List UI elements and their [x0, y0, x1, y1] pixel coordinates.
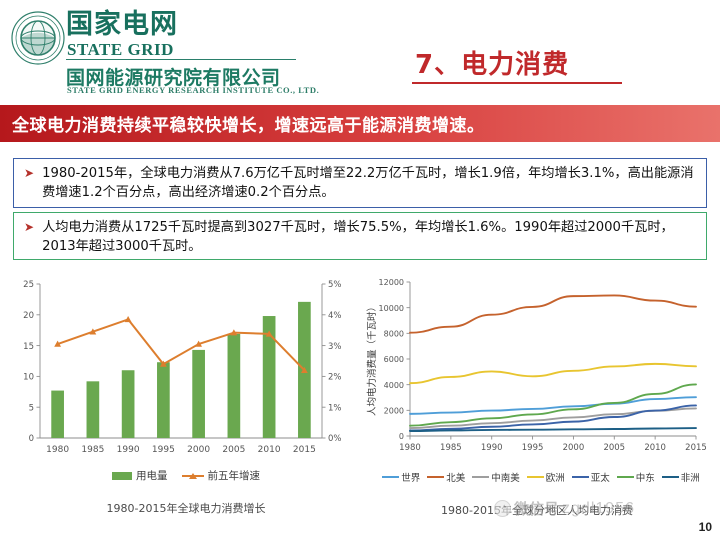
legend-label-consumption: 用电量 [136, 470, 168, 482]
slide-header: 国家电网 STATE GRID 国网能源研究院有限公司 STATE GRID E… [0, 0, 720, 100]
svg-text:1995: 1995 [522, 443, 544, 453]
svg-text:2005: 2005 [603, 443, 625, 453]
bullet-box-1: ➤ 1980-2015年，全球电力消费从7.6万亿千瓦时增至22.2万亿千瓦时，… [13, 158, 707, 208]
legend-label-3: 欧洲 [545, 473, 565, 484]
left-chart-caption: 1980-2015年全球电力消费增长 [106, 502, 266, 515]
legend-swatch-line-icon [661, 475, 679, 479]
bullet-text-1: 1980-2015年，全球电力消费从7.6万亿千瓦时增至22.2万亿千瓦时，增长… [42, 166, 694, 200]
right-chart-caption: 1980-2015年全球分地区人均电力消费 [441, 504, 633, 517]
brand-name-zh: 国家电网 [66, 9, 178, 40]
svg-text:0: 0 [399, 432, 404, 441]
legend-item-1: 北美 [427, 470, 465, 484]
svg-text:2010: 2010 [258, 445, 281, 455]
svg-text:15: 15 [23, 342, 34, 352]
chart-per-capita-electricity-by-region: 0 2000 4000 6000 8000 10000 12000 1980 1985 1990 1… [362, 272, 712, 534]
svg-text:1980: 1980 [399, 443, 421, 453]
svg-text:2%: 2% [328, 373, 342, 383]
svg-text:10: 10 [23, 373, 34, 383]
bullet-box-2: ➤ 人均电力消费从1725千瓦时提高到3027千瓦时，增长75.5%，年均增长1… [13, 212, 707, 260]
brand-name-en: STATE GRID [67, 40, 174, 59]
legend-label-1: 北美 [446, 473, 466, 484]
title-underline [412, 82, 622, 84]
svg-text:10000: 10000 [379, 304, 404, 313]
legend-swatch-line-icon [472, 475, 490, 479]
svg-text:4000: 4000 [384, 381, 404, 390]
svg-text:1995: 1995 [152, 445, 175, 455]
page-number: 10 [698, 520, 712, 534]
legend-item-growth: 前五年增速 [181, 468, 261, 483]
legend-swatch-bar-icon [112, 471, 132, 480]
legend-label-4: 亚太 [590, 473, 610, 484]
svg-text:20: 20 [23, 311, 34, 321]
svg-text:1985: 1985 [81, 445, 104, 455]
legend-swatch-line-icon [427, 475, 445, 479]
svg-text:1990: 1990 [117, 445, 140, 455]
left-chart-legend: 用电量 前五年增速 [12, 468, 360, 483]
legend-swatch-line-icon [571, 475, 589, 479]
svg-text:2010: 2010 [644, 443, 666, 453]
legend-label-5: 中东 [635, 473, 655, 484]
svg-text:1985: 1985 [440, 443, 462, 453]
headline-banner-text: 全球电力消费持续平稳较快增长，增速远高于能源消费增速。 [12, 116, 485, 136]
legend-item-4: 亚太 [571, 470, 610, 484]
svg-text:25: 25 [23, 280, 34, 290]
svg-text:1990: 1990 [481, 443, 503, 453]
state-grid-globe-logo [10, 10, 66, 66]
right-chart-plot: 0 2000 4000 6000 8000 10000 12000 1980 1985 1990 1… [366, 278, 707, 453]
svg-text:人均电力消费量（千瓦时）: 人均电力消费量（千瓦时） [366, 302, 378, 416]
legend-item-3: 欧洲 [526, 470, 565, 484]
legend-swatch-line-icon [616, 475, 634, 479]
svg-text:8000: 8000 [384, 330, 404, 339]
svg-text:2000: 2000 [563, 443, 585, 453]
right-chart-legend: 世界 北美 中南美 欧洲 亚太 中东 非洲 [370, 470, 712, 484]
legend-item-consumption: 用电量 [112, 468, 168, 483]
institute-name-zh: 国网能源研究院有限公司 [66, 67, 281, 89]
legend-label-6: 非洲 [680, 473, 700, 484]
legend-swatch-line-icon [526, 475, 544, 479]
svg-text:5: 5 [29, 403, 34, 413]
svg-text:1980: 1980 [46, 445, 69, 455]
svg-text:2015: 2015 [293, 445, 316, 455]
legend-swatch-line-icon [382, 475, 400, 479]
svg-text:3%: 3% [328, 342, 342, 352]
arrow-bullet-icon: ➤ [24, 220, 35, 234]
logo-divider [66, 59, 296, 60]
svg-text:2015: 2015 [685, 443, 707, 453]
arrow-bullet-icon: ➤ [24, 166, 35, 180]
svg-text:2000: 2000 [187, 445, 210, 455]
legend-label-growth: 前五年增速 [207, 470, 261, 482]
left-chart-plot: 0 5 10 15 20 25 0% 1% 2% 3% 4% 5% 1980 1985 1990 1995 20… [23, 280, 342, 455]
svg-text:5%: 5% [328, 280, 342, 290]
headline-banner: 全球电力消费持续平稳较快增长，增速远高于能源消费增速。 [0, 105, 720, 142]
legend-item-0: 世界 [382, 470, 420, 484]
legend-item-2: 中南美 [472, 470, 520, 484]
legend-item-6: 非洲 [661, 470, 700, 484]
svg-text:2005: 2005 [222, 445, 245, 455]
bullet-text-2: 人均电力消费从1725千瓦时提高到3027千瓦时，增长75.5%，年均增长1.6… [42, 220, 674, 254]
chart-global-electricity-consumption: 0 5 10 15 20 25 0% 1% 2% 3% 4% 5% 1980 1985 1990 1995 20… [12, 272, 360, 534]
svg-text:1%: 1% [328, 403, 342, 413]
svg-text:12000: 12000 [379, 278, 404, 287]
legend-item-5: 中东 [616, 470, 655, 484]
svg-text:2000: 2000 [384, 407, 404, 416]
svg-text:4%: 4% [328, 311, 342, 321]
svg-text:0: 0 [29, 434, 34, 444]
svg-text:6000: 6000 [384, 355, 404, 364]
legend-label-0: 世界 [401, 473, 421, 484]
legend-label-2: 中南美 [491, 473, 520, 484]
institute-name-en: STATE GRID ENERGY RESEARCH INSTITUTE CO.… [67, 85, 320, 95]
svg-text:0%: 0% [328, 434, 342, 444]
legend-swatch-line-icon [181, 472, 204, 479]
page-title: 7、电力消费 [415, 50, 570, 80]
